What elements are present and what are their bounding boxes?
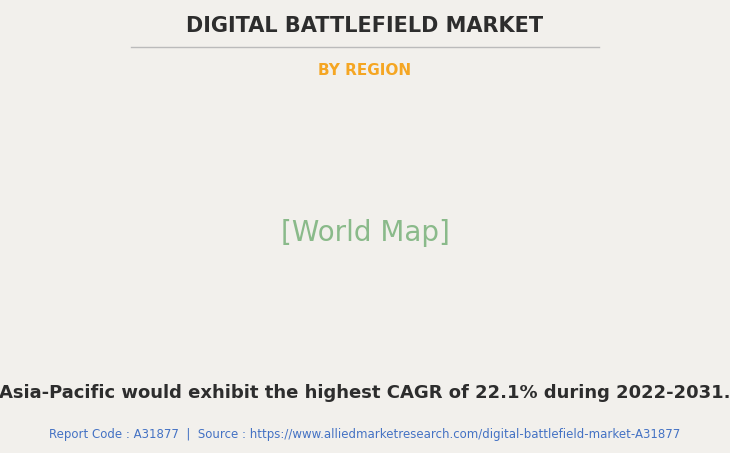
Text: Asia-Pacific would exhibit the highest CAGR of 22.1% during 2022-2031.: Asia-Pacific would exhibit the highest C…: [0, 384, 730, 402]
Text: BY REGION: BY REGION: [318, 63, 412, 78]
Text: [World Map]: [World Map]: [280, 219, 450, 247]
Text: Report Code : A31877  |  Source : https://www.alliedmarketresearch.com/digital-b: Report Code : A31877 | Source : https://…: [50, 428, 680, 441]
Text: DIGITAL BATTLEFIELD MARKET: DIGITAL BATTLEFIELD MARKET: [186, 16, 544, 36]
